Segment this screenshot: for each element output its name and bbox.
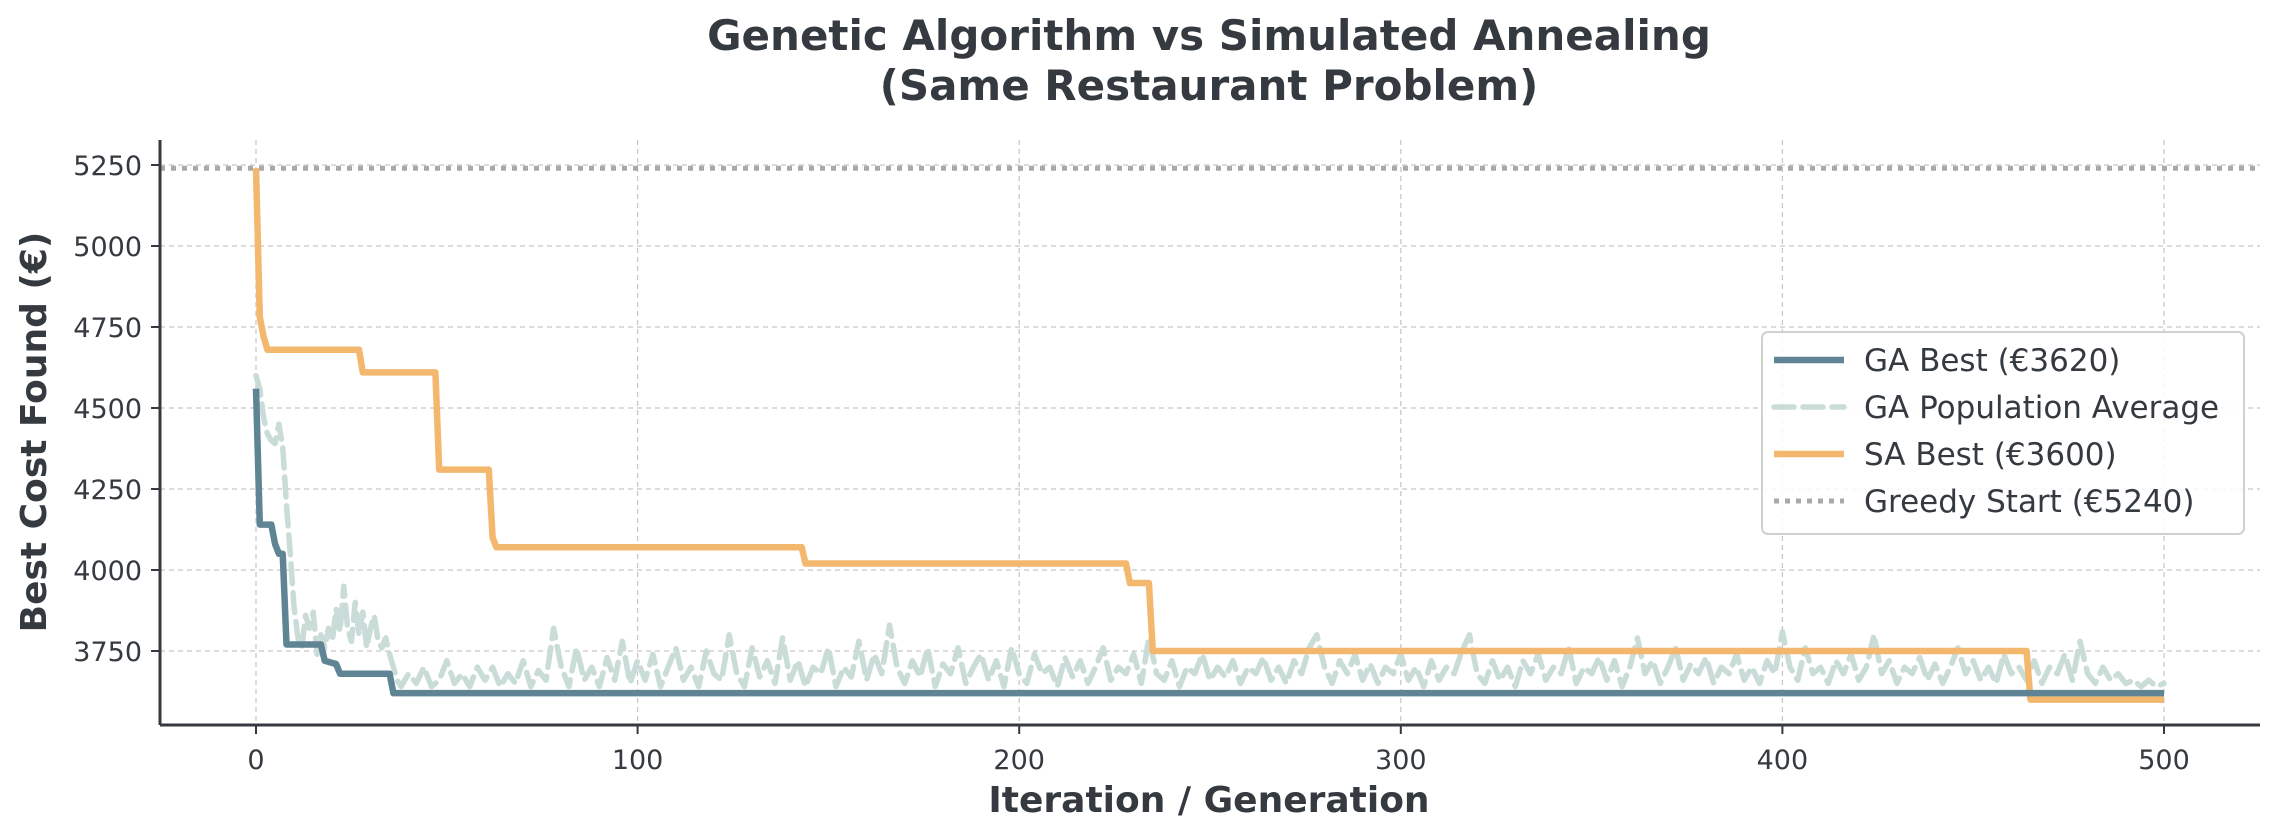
legend-box [1761,331,2245,535]
y-tick-label-1: 4000 [73,556,142,587]
legend: GA Best (€3620) GA Population Average SA B… [1761,331,2245,535]
legend-label-3: Greedy Start (€5240) [1864,484,2195,520]
y-tick-label-6: 5250 [73,151,142,182]
series-line-1 [253,372,2167,690]
legend-label-1: GA Population Average [1864,390,2219,426]
x-tick-label-2: 200 [993,745,1045,776]
y-tick-label-2: 4250 [73,475,142,506]
series-layer [160,165,2260,703]
series-line-0 [252,388,2164,697]
x-tick-label-0: 0 [247,745,264,776]
legend-label-2: SA Best (€3600) [1864,437,2117,473]
x-tick-label-3: 300 [1375,745,1427,776]
x-tick-label-4: 400 [1757,745,1809,776]
y-tick-label-5: 5000 [73,232,142,263]
y-tick-label-0: 3750 [73,637,142,668]
y-tick-label-3: 4500 [73,394,142,425]
y-tick-label-4: 4750 [73,313,142,344]
axes [158,140,2260,727]
x-tick-label-5: 500 [2138,745,2190,776]
x-axis-label: Iteration / Generation [988,780,1429,821]
series-line-2 [252,168,2164,703]
chart-title-line-2: (Same Restaurant Problem) [880,61,1539,110]
legend-label-0: GA Best (€3620) [1864,343,2120,379]
ticks: 0 100 200 300 400 500 3750 4000 4250 4500 4750 5000… [73,151,2189,776]
y-axis-label: Best Cost Found (€) [14,232,55,633]
chart-title-line-1: Genetic Algorithm vs Simulated Annealing [707,11,1711,60]
x-tick-label-1: 100 [612,745,664,776]
